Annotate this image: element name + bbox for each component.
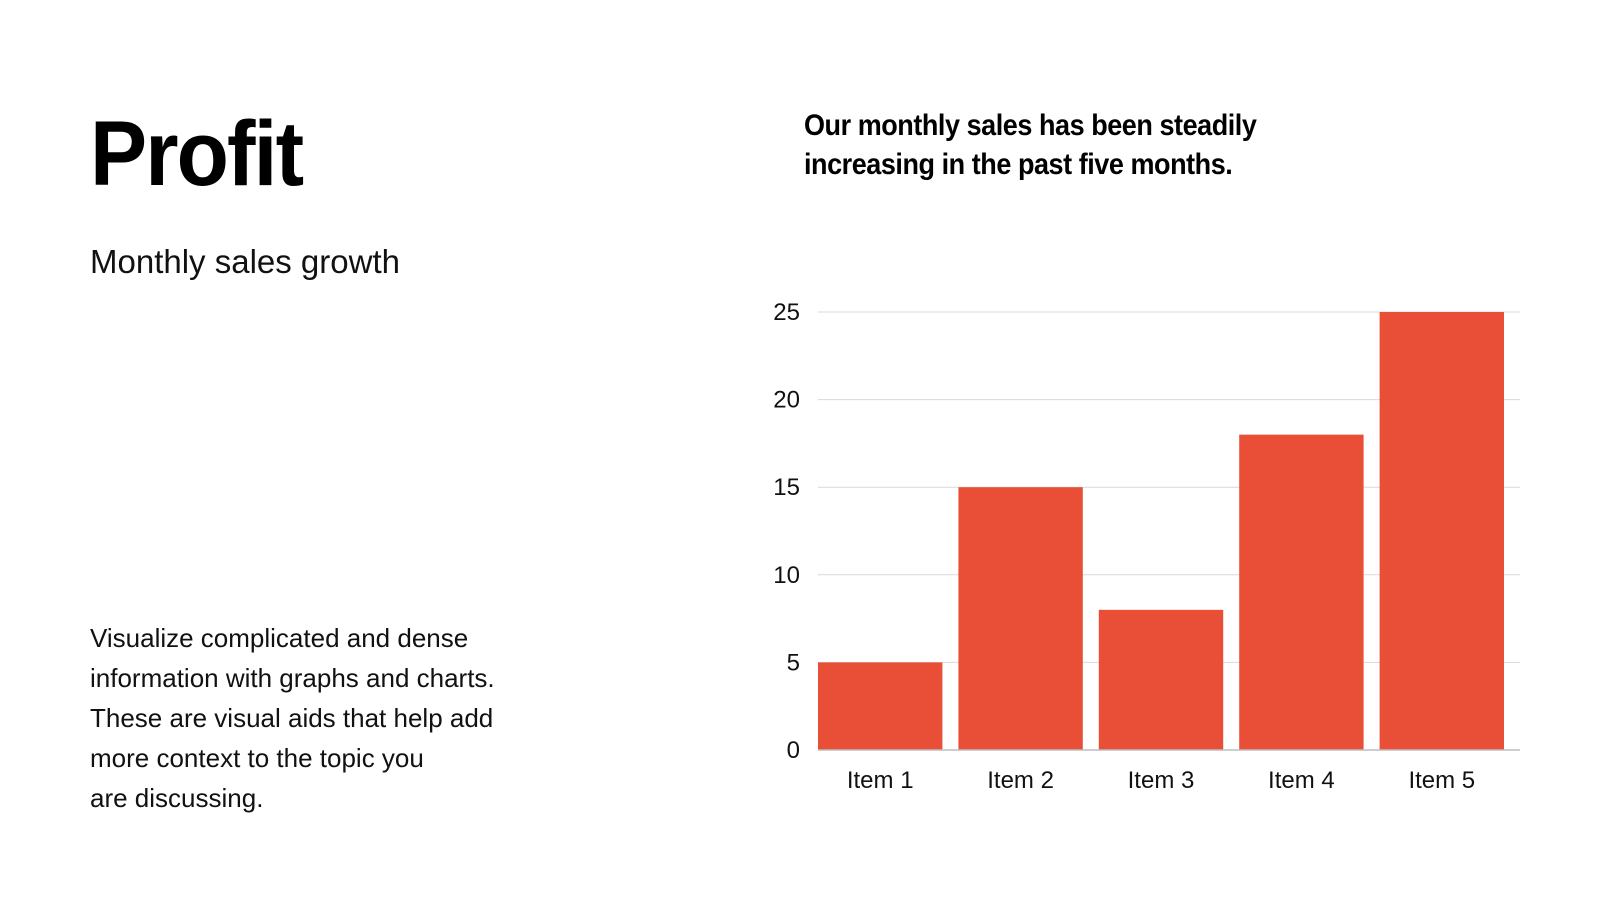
x-tick-label: Item 2 <box>987 767 1054 794</box>
chart-x-axis-labels: Item 1 Item 2 Item 3 Item 4 Item 5 <box>847 767 1475 794</box>
body-paragraph: Visualize complicated and dense informat… <box>90 618 610 818</box>
body-line: These are visual aids that help add <box>90 703 494 733</box>
body-line: information with graphs and charts. <box>90 663 495 693</box>
bar <box>958 487 1083 750</box>
y-tick-label: 20 <box>773 387 800 414</box>
bar <box>1239 434 1364 750</box>
y-tick-label: 5 <box>787 649 800 676</box>
headline-line: Our monthly sales has been steadily <box>804 109 1257 142</box>
y-tick-label: 0 <box>787 737 800 764</box>
bar <box>1379 312 1504 750</box>
x-tick-label: Item 4 <box>1268 767 1335 794</box>
y-tick-label: 10 <box>773 562 800 589</box>
bar <box>1098 609 1224 750</box>
x-tick-label: Item 5 <box>1408 767 1475 794</box>
body-line: are discussing. <box>90 783 264 813</box>
y-tick-label: 15 <box>773 474 800 501</box>
headline-line: increasing in the past five months. <box>804 148 1233 181</box>
y-tick-label: 25 <box>773 299 800 326</box>
chart-headline: Our monthly sales has been steadily incr… <box>804 106 1452 184</box>
bar <box>818 662 943 750</box>
body-line: more context to the topic you <box>90 743 424 773</box>
body-line: Visualize complicated and dense <box>90 623 469 653</box>
x-tick-label: Item 3 <box>1128 767 1195 794</box>
chart-y-axis-labels: 0 5 10 15 20 25 <box>773 299 800 764</box>
slide-title: Profit <box>90 103 304 205</box>
x-tick-label: Item 1 <box>847 767 914 794</box>
slide-subtitle: Monthly sales growth <box>90 243 400 280</box>
chart-bars <box>818 312 1504 750</box>
